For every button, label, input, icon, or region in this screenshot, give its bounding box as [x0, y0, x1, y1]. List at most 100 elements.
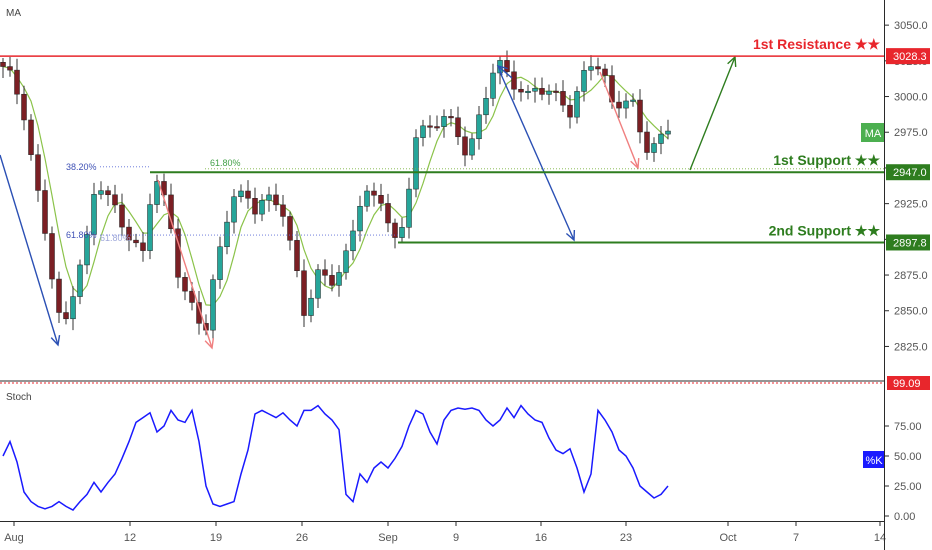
ma-badge: MA: [861, 123, 885, 142]
time-tick-label[interactable]: 7: [793, 532, 799, 544]
candle-up: [350, 230, 356, 252]
candle-up: [651, 143, 657, 153]
down-arrow-late-sep-head: [630, 157, 640, 170]
candle-down: [427, 125, 433, 128]
candle-down: [245, 190, 251, 199]
price-axis[interactable]: 2825.02850.02875.02900.02925.02950.02975…: [884, 20, 928, 353]
down-arrow-mid-aug-head: [204, 337, 215, 350]
stoch-overbought-tag: 99.09: [887, 376, 930, 390]
candle-down: [252, 198, 258, 215]
candle-up: [546, 90, 552, 95]
fib-label: 61.80%: [66, 230, 97, 240]
stoch-axis[interactable]: 0.00 25.00 50.00 75.00: [0, 382, 922, 523]
candle-down: [161, 181, 167, 196]
candle-up: [91, 194, 97, 235]
candle-down: [119, 204, 125, 228]
candle-up: [231, 196, 237, 223]
time-tick-label[interactable]: 12: [124, 532, 136, 544]
up-arrow-sep-head: [496, 64, 508, 76]
ma-polyline: [2, 65, 669, 306]
candle-down: [196, 302, 202, 324]
candle-down: [182, 277, 188, 292]
down-arrow-aug: [0, 154, 59, 346]
level-label: 2nd Support ★★: [769, 222, 881, 238]
fibonacci-annotations: 38.20% 61.80%61.80% 61.80%: [66, 158, 884, 243]
candle-up: [266, 194, 272, 201]
candle-down: [434, 126, 440, 129]
candle-up: [315, 269, 321, 299]
level-tag-text: 2947.0: [893, 167, 927, 179]
candle-up: [224, 221, 230, 248]
candle-up: [77, 264, 83, 297]
time-tick-label[interactable]: 14: [874, 532, 886, 544]
candle-down: [21, 93, 27, 121]
stoch-tick-label: 25.00: [894, 481, 922, 493]
time-tick-label[interactable]: 16: [535, 532, 547, 544]
candle-down: [539, 88, 545, 95]
stoch-overbought-tag-text: 99.09: [893, 378, 921, 390]
candle-down: [448, 116, 454, 119]
candle-down: [7, 66, 13, 71]
candle-up: [469, 138, 475, 156]
candle-up: [441, 116, 447, 127]
up-arrow-sep: [497, 65, 513, 79]
stoch-k-badge: %K: [863, 451, 885, 468]
level-label: 1st Support ★★: [773, 152, 880, 168]
candle-up: [413, 137, 419, 190]
time-tick-label[interactable]: Sep: [378, 532, 398, 544]
candle-down: [280, 204, 286, 217]
candle-down: [287, 216, 293, 241]
candle-down: [637, 99, 643, 133]
time-tick-label[interactable]: 23: [620, 532, 632, 544]
stoch-tick-label: 75.00: [894, 421, 922, 433]
stoch-pane-title: Stoch: [6, 392, 32, 403]
candle-down: [133, 239, 139, 244]
time-tick-label[interactable]: Aug: [4, 532, 24, 544]
stoch-tick-label: 0.00: [894, 511, 915, 523]
time-tick-label[interactable]: 9: [453, 532, 459, 544]
candle-down: [35, 154, 41, 191]
candle-up: [364, 190, 370, 207]
fib-label: 38.20%: [66, 162, 97, 172]
level-tag-bg: [886, 164, 930, 181]
up-arrow-target-head: [727, 55, 737, 68]
time-axis[interactable]: Aug 12 19 26 Sep 9 16 23 Oct 7 14: [4, 521, 886, 544]
candle-down: [63, 312, 69, 320]
time-tick-label[interactable]: 26: [296, 532, 308, 544]
price-pane[interactable]: MA 2825.02850.02875.02900.02925.02950.02…: [0, 8, 930, 353]
ma-badge-text: MA: [865, 128, 882, 140]
candle-up: [581, 70, 587, 92]
down-arrow-aug-head: [50, 335, 61, 347]
candlestick-series: [0, 50, 671, 341]
candle-down: [616, 101, 622, 109]
candle-up: [154, 181, 160, 205]
candle-up: [483, 98, 489, 116]
price-tick-label: 2925.0: [894, 199, 928, 211]
candle-up: [343, 250, 349, 273]
time-tick-label[interactable]: 19: [210, 532, 222, 544]
candle-down: [560, 91, 566, 106]
candle-down: [378, 195, 384, 204]
time-tick-label[interactable]: Oct: [719, 532, 736, 544]
candle-down: [112, 194, 118, 206]
candle-up: [490, 72, 496, 99]
fib-label: 61.80%: [100, 233, 131, 243]
candle-up: [420, 125, 426, 138]
candle-down: [0, 62, 6, 67]
candle-down: [294, 240, 300, 271]
candle-up: [70, 296, 76, 320]
stoch-k-badge-text: %K: [865, 455, 883, 467]
candle-down: [567, 104, 573, 118]
candle-down: [175, 228, 181, 278]
down-arrow-late-sep: [599, 71, 639, 169]
stochastic-pane[interactable]: Stoch 0.00 25.00 50.00 75.00 %K 99.09: [0, 376, 930, 523]
candle-up: [525, 90, 531, 93]
candle-down: [140, 242, 146, 251]
up-arrow-target: [689, 56, 736, 171]
candle-down: [42, 190, 48, 234]
candle-down: [518, 88, 524, 93]
stoch-polyline: [2, 404, 669, 511]
candle-down: [455, 117, 461, 138]
candle-down: [462, 136, 468, 156]
